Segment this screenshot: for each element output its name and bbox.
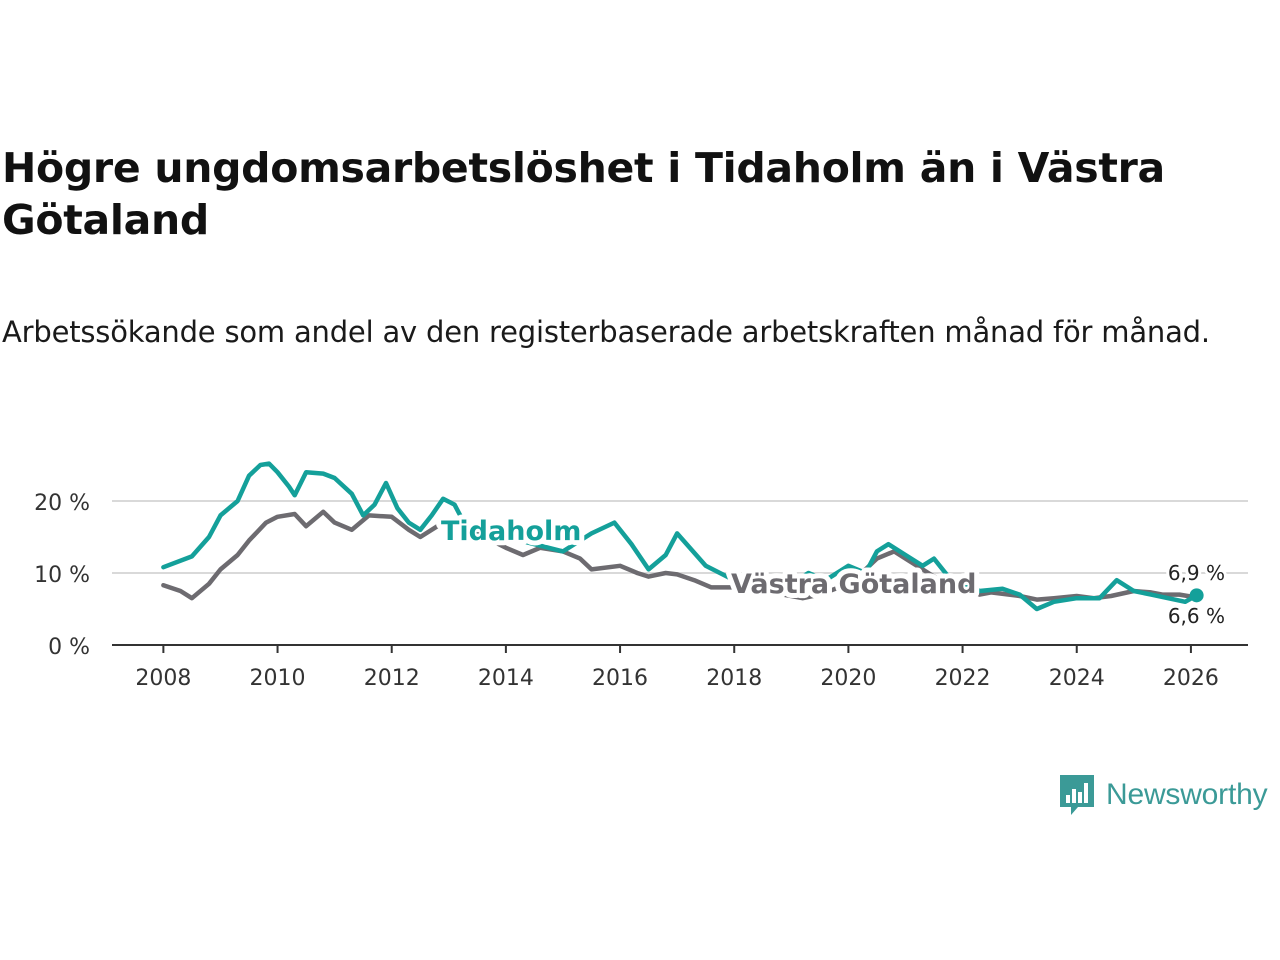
x-tick-label: 2020: [820, 666, 876, 691]
bar-chart-speech-bubble-icon: [1060, 775, 1094, 815]
end-label-vastra-gotaland-halo: 6,6 %: [1168, 604, 1225, 628]
x-tick-label: 2012: [364, 666, 420, 691]
y-tick-label: 0 %: [48, 635, 90, 660]
chart-title: Högre ungdomsarbetslöshet i Tidaholm än …: [2, 144, 1165, 244]
end-label-tidaholm: 6,9 %: [1168, 561, 1225, 585]
y-tick-label: 20 %: [34, 491, 90, 516]
x-tick-label: 2022: [935, 666, 991, 691]
chart-subtitle: Arbetssökande som andel av den registerb…: [2, 315, 1210, 349]
series-label-tidaholm-halo: Tidaholm: [441, 516, 581, 547]
line-chart: 0 % 10 % 20 % 2008 2010 2012 2014 2016 2018 2020 2…: [34, 461, 1248, 691]
x-tick-label: 2016: [592, 666, 648, 691]
x-tick-label: 2024: [1049, 666, 1105, 691]
x-tick-label: 2010: [250, 666, 306, 691]
end-label-tidaholm-halo: 6,9 %: [1168, 561, 1225, 585]
series-line-vastra-gotaland: [161, 509, 1199, 602]
series-label-vastra-gotaland: Västra Götaland: [731, 569, 976, 600]
y-tick-label: 10 %: [34, 563, 90, 588]
x-tick-label: 2014: [478, 666, 534, 691]
x-tick-label: 2008: [135, 666, 191, 691]
x-tick-label: 2026: [1163, 666, 1219, 691]
x-tick-label: 2018: [706, 666, 762, 691]
series-label-tidaholm: Tidaholm: [441, 516, 581, 547]
series-label-vastra-gotaland-halo: Västra Götaland: [731, 569, 976, 600]
newsworthy-logo: Newsworthy: [1058, 773, 1268, 817]
series-line-tidaholm: [161, 461, 1199, 612]
end-point-tidaholm: [1189, 588, 1204, 603]
end-label-vastra-gotaland: 6,6 %: [1168, 604, 1225, 628]
logo-text: Newsworthy: [1106, 778, 1268, 811]
